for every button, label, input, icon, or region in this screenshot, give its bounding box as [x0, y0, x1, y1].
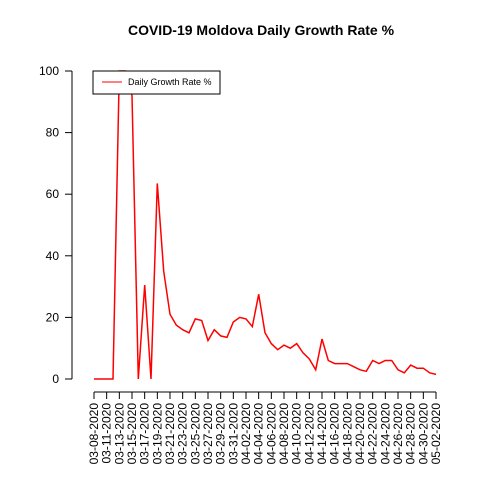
- x-tick-label: 04-18-2020: [340, 403, 354, 465]
- chart-title: COVID-19 Moldova Daily Growth Rate %: [128, 22, 395, 38]
- x-tick-label: 05-02-2020: [429, 403, 443, 465]
- y-tick-label: 40: [46, 249, 60, 263]
- legend-label: Daily Growth Rate %: [128, 77, 212, 87]
- x-tick-label: 03-19-2020: [150, 403, 164, 465]
- x-tick-label: 04-26-2020: [391, 403, 405, 465]
- x-tick-label: 03-23-2020: [176, 403, 190, 465]
- x-tick-label: 04-14-2020: [315, 403, 329, 465]
- x-tick-label: 04-28-2020: [404, 403, 418, 465]
- x-tick-label: 04-22-2020: [366, 403, 380, 465]
- y-tick-label: 80: [46, 126, 60, 140]
- x-tick-label: 03-27-2020: [201, 403, 215, 465]
- x-tick-label: 04-04-2020: [252, 403, 266, 465]
- x-tick-label: 03-31-2020: [226, 403, 240, 465]
- x-tick-label: 04-24-2020: [378, 403, 392, 465]
- x-tick-label: 04-08-2020: [277, 403, 291, 465]
- y-tick-label: 0: [52, 372, 59, 386]
- x-tick-label: 03-21-2020: [163, 403, 177, 465]
- line: [94, 70, 437, 380]
- x-tick-label: 04-30-2020: [416, 403, 430, 465]
- x-tick-label: 03-25-2020: [188, 403, 202, 465]
- x-tick-label: 03-17-2020: [138, 403, 152, 465]
- x-tick-label: 04-10-2020: [290, 403, 304, 465]
- x-tick-label: 04-02-2020: [239, 403, 253, 465]
- legend-box: [92, 70, 221, 95]
- y-tick-label: 100: [39, 64, 59, 78]
- x-tick-label: 04-16-2020: [328, 403, 342, 465]
- x-tick-label: 03-15-2020: [125, 403, 139, 465]
- x-tick-label: 03-11-2020: [100, 403, 114, 464]
- x-tick-label: 03-13-2020: [112, 403, 126, 465]
- x-tick-label: 03-29-2020: [214, 403, 228, 465]
- x-tick-label: 04-06-2020: [264, 403, 278, 465]
- x-tick-label: 04-12-2020: [302, 403, 316, 465]
- y-tick-label: 20: [46, 310, 60, 324]
- x-tick-label: 04-20-2020: [353, 403, 367, 465]
- x-tick-label: 03-08-2020: [87, 403, 101, 465]
- y-tick-label: 60: [46, 187, 60, 201]
